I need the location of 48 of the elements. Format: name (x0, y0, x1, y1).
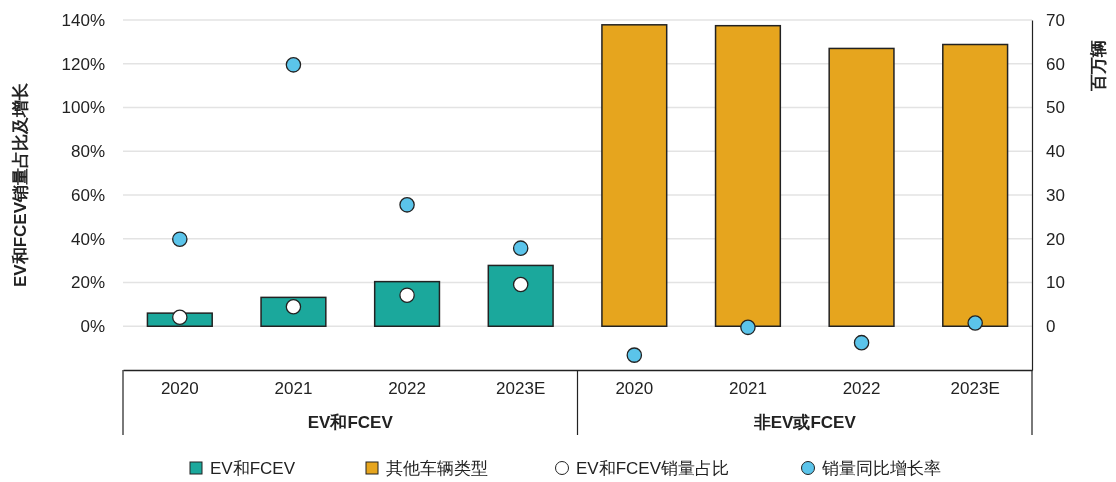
point (512, 240, 529, 256)
text: EV和FCEV (307, 413, 394, 432)
x-tick-label: 2021 (274, 379, 313, 399)
point (740, 319, 756, 336)
bar (373, 280, 441, 327)
y2-tick-label: 20 (1046, 229, 1065, 249)
bar (828, 47, 895, 327)
point (172, 309, 188, 326)
y-tick-label: 60% (70, 185, 105, 205)
point (172, 231, 188, 247)
y2-tick-label: 70 (1046, 10, 1065, 30)
y-tick-label: 140% (61, 10, 105, 30)
y2-tick-label: 0 (1046, 317, 1056, 337)
point (626, 347, 643, 363)
legend-label: 其他车辆类型 (386, 459, 488, 478)
x-tick-label: 2022 (842, 379, 881, 399)
legend-label: 销量同比增长率 (821, 459, 941, 478)
y-axis-title: EV和FCEV销量占比及增长 (11, 82, 30, 288)
point (285, 57, 302, 73)
y-tick-label: 20% (70, 273, 105, 293)
point (853, 334, 870, 351)
y2-tick-label: 10 (1046, 273, 1065, 293)
x-tick-label: 2023E (496, 379, 546, 399)
y2-tick-label: 30 (1046, 185, 1065, 205)
bar (942, 43, 1009, 327)
point (967, 315, 983, 331)
y-tick-label: 40% (70, 229, 105, 249)
legend-label: EV和FCEV (210, 459, 296, 478)
x-tick-label: 2023E (950, 379, 1000, 399)
x-tick-label: 2022 (388, 379, 426, 399)
legend-label: EV和FCEV销量占比 (576, 459, 730, 478)
y-tick-label: 120% (61, 54, 105, 74)
point (512, 276, 529, 293)
y2-tick-label: 50 (1046, 98, 1065, 118)
point (399, 287, 415, 303)
x-tick-label: 2021 (729, 379, 767, 399)
text: 非EV或FCEV (752, 413, 857, 432)
y-tick-label: 100% (61, 98, 105, 118)
y2-tick-label: 60 (1046, 54, 1065, 74)
x-tick-label: 2020 (160, 379, 199, 399)
bar (601, 24, 668, 327)
point (399, 197, 415, 213)
x-tick-label: 2020 (615, 379, 654, 399)
bar (487, 264, 554, 327)
y2-axis-title: 百万辆 (1089, 39, 1108, 92)
y2-tick-label: 40 (1046, 142, 1065, 162)
y-tick-label: 0% (80, 317, 105, 337)
y-tick-label: 80% (70, 142, 105, 162)
